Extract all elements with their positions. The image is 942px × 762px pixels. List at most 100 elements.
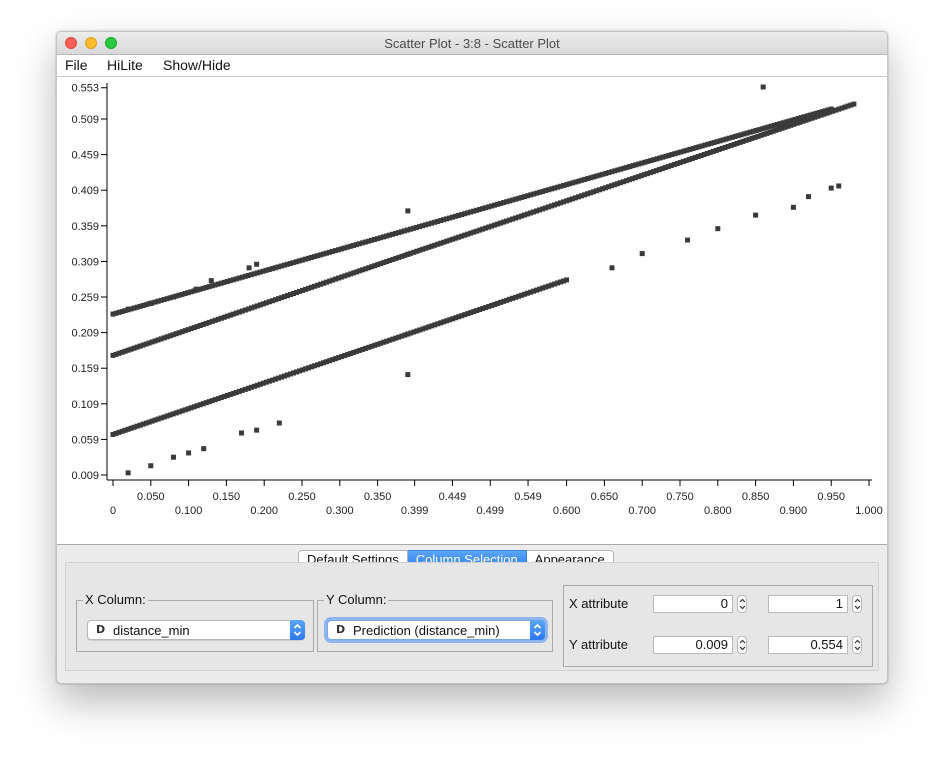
- data-point: [753, 128, 759, 134]
- data-point: [752, 134, 758, 140]
- data-point: [566, 197, 572, 203]
- data-point: [148, 300, 154, 306]
- data-point: [411, 249, 417, 255]
- data-point: [197, 286, 203, 292]
- zoom-window-button[interactable]: [105, 37, 117, 49]
- data-point: [683, 158, 689, 164]
- data-point: [405, 251, 411, 257]
- y-attribute-min-field[interactable]: 0.009: [653, 636, 733, 654]
- data-point: [501, 298, 507, 304]
- data-point: [212, 317, 218, 323]
- data-point: [288, 371, 294, 377]
- data-point: [336, 355, 342, 361]
- data-point: [498, 299, 504, 305]
- data-point: [531, 288, 537, 294]
- data-point: [563, 198, 569, 204]
- data-point: [315, 282, 321, 288]
- data-point: [170, 454, 176, 460]
- data-point: [161, 335, 167, 341]
- data-point: [161, 414, 167, 420]
- data-point: [296, 258, 302, 264]
- data-point: [125, 470, 131, 476]
- data-point: [401, 228, 407, 234]
- data-point: [212, 282, 218, 288]
- x-attribute-min-field[interactable]: 0: [653, 595, 733, 613]
- data-point: [404, 227, 410, 233]
- data-point: [275, 296, 281, 302]
- x-tick-label: 0.549: [514, 491, 542, 503]
- data-point: [327, 358, 333, 364]
- data-point: [348, 271, 354, 277]
- data-point: [621, 165, 627, 171]
- data-point: [206, 284, 212, 290]
- data-point: [653, 168, 659, 174]
- data-point: [656, 167, 662, 173]
- data-point: [140, 342, 146, 348]
- data-point: [291, 370, 297, 376]
- data-point: [146, 340, 152, 346]
- data-point: [760, 84, 766, 90]
- data-point: [170, 411, 176, 417]
- data-point: [570, 180, 576, 186]
- data-point: [417, 327, 423, 333]
- scatter-plot[interactable]: 0.009 0.059 0.109 0.159 0.209 0.259 0.309 0.359…: [57, 77, 887, 545]
- data-point: [131, 424, 137, 430]
- data-point: [516, 195, 522, 201]
- data-point: [719, 145, 725, 151]
- data-point: [851, 101, 857, 107]
- chevron-updown-icon[interactable]: [530, 620, 545, 640]
- data-point: [308, 254, 314, 260]
- data-point: [351, 349, 357, 355]
- data-point: [537, 207, 543, 213]
- data-point: [339, 354, 345, 360]
- data-point: [609, 265, 615, 271]
- data-point: [501, 219, 507, 225]
- x-attribute-max-field[interactable]: 1: [768, 595, 848, 613]
- data-point: [819, 109, 825, 115]
- data-point: [266, 266, 272, 272]
- data-point: [239, 430, 245, 436]
- data-point: [294, 369, 300, 375]
- data-point: [393, 255, 399, 261]
- data-point: [206, 399, 212, 405]
- data-point: [387, 257, 393, 263]
- y-attribute-max-field[interactable]: 0.554: [768, 636, 848, 654]
- data-point: [317, 252, 323, 258]
- x-column-select[interactable]: D distance_min: [87, 620, 305, 640]
- data-point: [230, 390, 236, 396]
- data-point: [794, 120, 800, 126]
- data-point: [810, 111, 816, 117]
- data-point: [311, 254, 317, 260]
- data-point: [603, 170, 609, 176]
- y-column-value: Prediction (distance_min): [353, 623, 500, 638]
- data-point: [579, 177, 585, 183]
- data-point: [444, 318, 450, 324]
- y-attribute-max-stepper[interactable]: [852, 636, 862, 654]
- close-window-button[interactable]: [65, 37, 77, 49]
- x-attribute-min-stepper[interactable]: [737, 595, 747, 613]
- menu-show-hide[interactable]: Show/Hide: [163, 57, 231, 73]
- data-point: [224, 392, 230, 398]
- data-point: [215, 316, 221, 322]
- data-point: [186, 450, 192, 456]
- x-tick-label: 0.850: [742, 491, 770, 503]
- data-point: [260, 380, 266, 386]
- data-point: [791, 121, 797, 127]
- data-point: [354, 269, 360, 275]
- minimize-window-button[interactable]: [85, 37, 97, 49]
- y-column-select[interactable]: D Prediction (distance_min): [327, 620, 545, 640]
- data-point: [260, 301, 266, 307]
- x-attribute-max-stepper[interactable]: [852, 595, 862, 613]
- chevron-updown-icon[interactable]: [290, 620, 305, 640]
- scatter-chart-svg[interactable]: 0.009 0.059 0.109 0.159 0.209 0.259 0.309 0.359…: [57, 77, 887, 544]
- data-point: [384, 338, 390, 344]
- y-tick-label: 0.459: [71, 150, 99, 162]
- data-point: [420, 223, 426, 229]
- menu-file[interactable]: File: [65, 57, 88, 73]
- menu-hilite[interactable]: HiLite: [107, 57, 143, 73]
- data-point: [483, 205, 489, 211]
- data-point: [674, 161, 680, 167]
- y-attribute-min-stepper[interactable]: [737, 636, 747, 654]
- data-point: [632, 175, 638, 181]
- data-point: [692, 155, 698, 161]
